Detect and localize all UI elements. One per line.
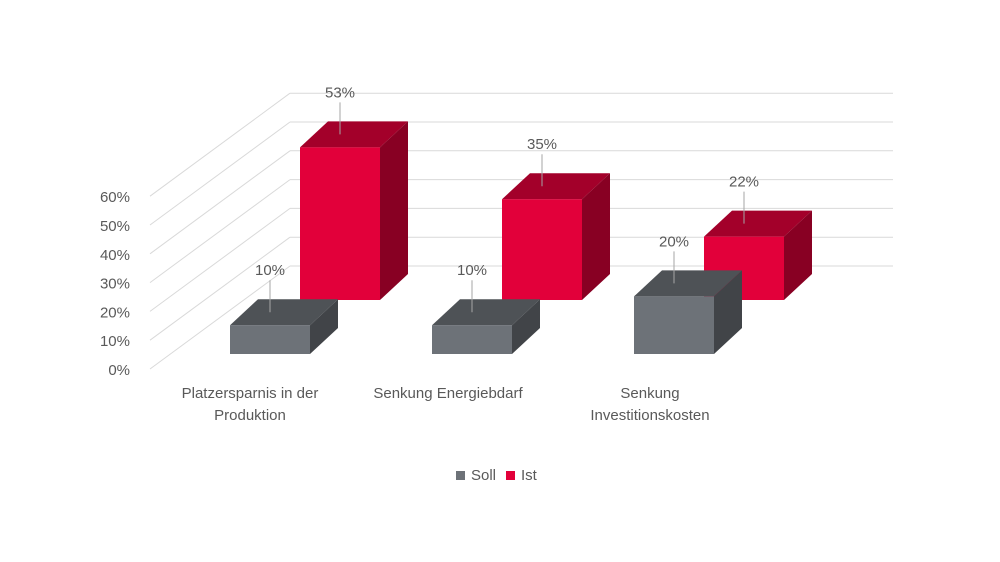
bar-ist-0 [300, 121, 408, 300]
data-label-ist-1: 35% [527, 136, 557, 153]
legend-swatch-soll [456, 471, 465, 480]
bar-soll-2-top [634, 270, 742, 297]
data-label-soll-2: 20% [659, 233, 689, 250]
bar-ist-2 [704, 210, 812, 300]
y-tick-label-3: 30% [100, 276, 130, 293]
bar-ist-2-side [784, 210, 812, 300]
y-tick-label-6: 60% [100, 189, 130, 206]
data-label-ist-0: 53% [325, 84, 355, 101]
bar-soll-2-front [634, 296, 714, 354]
bar-soll-2-side [714, 270, 742, 354]
category-label-0: Platzersparnis in der Produktion [160, 383, 340, 427]
y-axis-ticks: 0% 10% 20% 30% 40% 50% 60% [100, 189, 130, 379]
category-label-2-line-0: Senkung [620, 385, 680, 402]
bar-ist-1-front [502, 199, 582, 300]
bar-soll-0-side [310, 299, 338, 354]
y-tick-label-4: 40% [100, 247, 130, 264]
y-tick-label-0: 0% [108, 362, 130, 379]
bar-soll-1-side [512, 299, 540, 354]
bar-ist-1-top [502, 173, 610, 200]
bar-ist-0-front [300, 147, 380, 300]
category-label-0-line-1: Produktion [214, 407, 286, 424]
bar-ist-0-top [300, 121, 408, 148]
y-tick-label-2: 20% [100, 304, 130, 321]
bar-soll-0-top [230, 299, 338, 326]
data-label-soll-1: 10% [457, 262, 487, 279]
gridline-side-0 [149, 265, 291, 370]
y-tick-label-1: 10% [100, 333, 130, 350]
gridline-side-6 [149, 92, 291, 197]
bar-soll-2 [634, 270, 742, 354]
bar-soll-1-front [432, 325, 512, 354]
category-label-2-line-1: Investitionskosten [590, 407, 710, 424]
legend-item-ist: Ist [506, 467, 537, 484]
legend: Soll Ist [456, 467, 537, 484]
bar-ist-1-side [582, 173, 610, 300]
category-label-1-line-0: Senkung Energiebdarf [373, 385, 523, 402]
category-label-0-line-0: Platzersparnis in der [181, 385, 319, 402]
bar-soll-0-front [230, 325, 310, 354]
gridline-side-4 [149, 150, 291, 255]
gridline-side-2 [149, 207, 291, 312]
bar-ist-0-side [380, 121, 408, 300]
bar-ist-1 [502, 173, 610, 300]
category-label-2: Senkung Investitionskosten [560, 383, 740, 427]
bar-soll-1 [432, 299, 540, 354]
y-tick-label-5: 50% [100, 218, 130, 235]
bar-soll-0 [230, 299, 338, 354]
gridline-side-5 [149, 121, 291, 226]
legend-swatch-ist [506, 471, 516, 480]
bar-soll-1-top [432, 299, 540, 326]
bars: 53% 10% 35% 10% 22% 20% [230, 84, 812, 354]
bar-ist-2-top [704, 210, 812, 237]
data-label-ist-2: 22% [729, 174, 759, 191]
legend-item-soll: Soll [456, 467, 496, 484]
gridline-side-3 [149, 179, 291, 284]
legend-label-ist: Ist [521, 467, 537, 484]
gridline-side-1 [149, 236, 291, 341]
data-label-soll-0: 10% [255, 262, 285, 279]
category-label-1: Senkung Energiebdarf [358, 383, 538, 405]
legend-label-soll: Soll [471, 467, 497, 484]
